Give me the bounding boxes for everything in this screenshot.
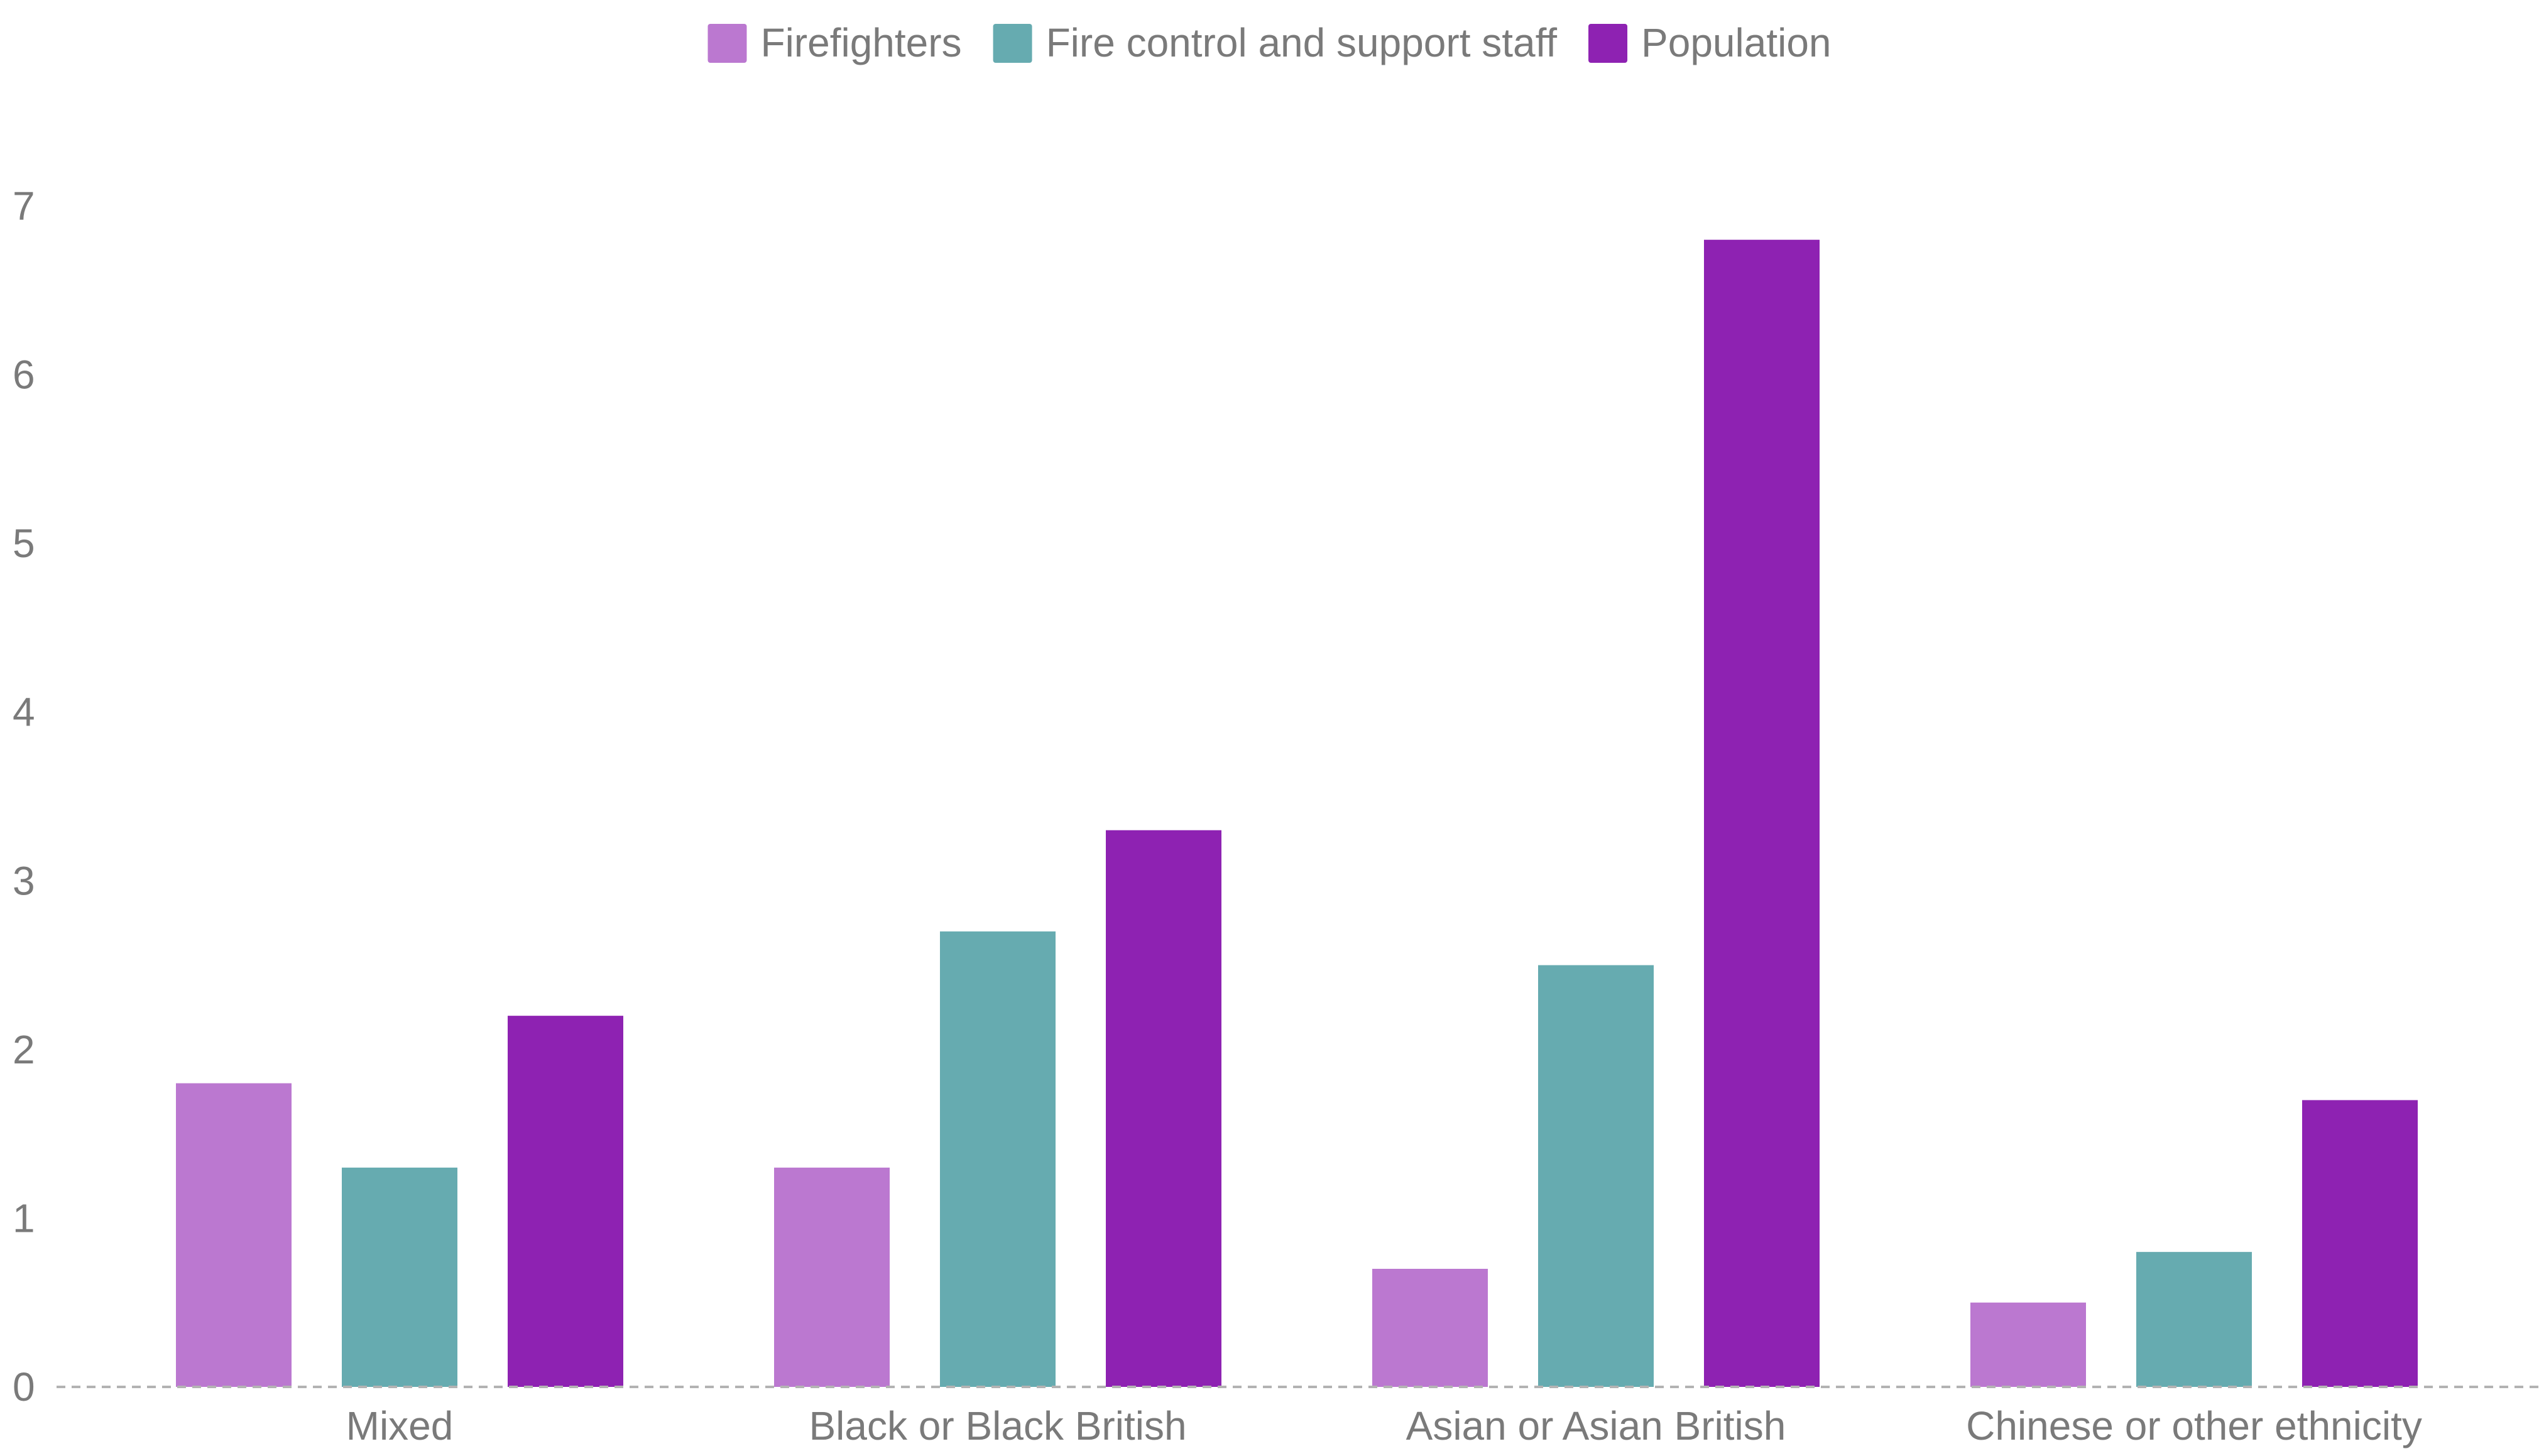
- y-tick-label: 2: [13, 1027, 35, 1072]
- bar-firefighters-black-or-black-british: [774, 1167, 890, 1387]
- y-tick-label: 6: [13, 352, 35, 398]
- y-tick-label: 4: [13, 690, 35, 735]
- y-tick-label: 0: [13, 1364, 35, 1410]
- legend-label: Fire control and support staff: [1046, 20, 1558, 65]
- bar-firefighters-chinese-or-other-ethnicity: [1970, 1302, 2086, 1387]
- x-category-label: Black or Black British: [809, 1403, 1186, 1448]
- bar-population-asian-or-asian-british: [1704, 239, 1820, 1387]
- legend: Firefighters Fire control and support sta…: [707, 20, 1832, 65]
- legend-item: Population: [1588, 20, 1832, 65]
- bar-firefighters-asian-or-asian-british: [1372, 1269, 1488, 1387]
- legend-label: Firefighters: [760, 20, 961, 65]
- bar-fire-control-and-support-staff-black-or-black-british: [940, 931, 1056, 1387]
- x-category-label: Chinese or other ethnicity: [1966, 1403, 2422, 1448]
- bar-fire-control-and-support-staff-chinese-or-other-ethnicity: [2136, 1252, 2252, 1387]
- bar-fire-control-and-support-staff-asian-or-asian-british: [1538, 965, 1654, 1387]
- legend-swatch: [993, 24, 1032, 63]
- y-tick-label: 3: [13, 858, 35, 903]
- legend-item: Fire control and support staff: [993, 20, 1558, 65]
- y-tick-label: 5: [13, 521, 35, 566]
- bar-population-mixed: [508, 1016, 623, 1387]
- x-category-label: Mixed: [346, 1403, 454, 1448]
- legend-item: Firefighters: [707, 20, 962, 65]
- y-axis: 0 1 2 3 4 5 6 7: [13, 183, 35, 1410]
- bar-population-chinese-or-other-ethnicity: [2302, 1100, 2418, 1387]
- legend-label: Population: [1641, 20, 1831, 65]
- bar-firefighters-mixed: [176, 1083, 292, 1387]
- bars: [176, 239, 2418, 1387]
- bar-fire-control-and-support-staff-mixed: [342, 1167, 457, 1387]
- x-category-label: Asian or Asian British: [1406, 1403, 1786, 1448]
- x-axis: Mixed Black or Black British Asian or Asia…: [346, 1403, 2422, 1448]
- legend-swatch: [707, 24, 747, 63]
- legend-swatch: [1588, 24, 1628, 63]
- y-tick-label: 7: [13, 183, 35, 229]
- y-tick-label: 1: [13, 1195, 35, 1241]
- bar-population-black-or-black-british: [1106, 830, 1221, 1387]
